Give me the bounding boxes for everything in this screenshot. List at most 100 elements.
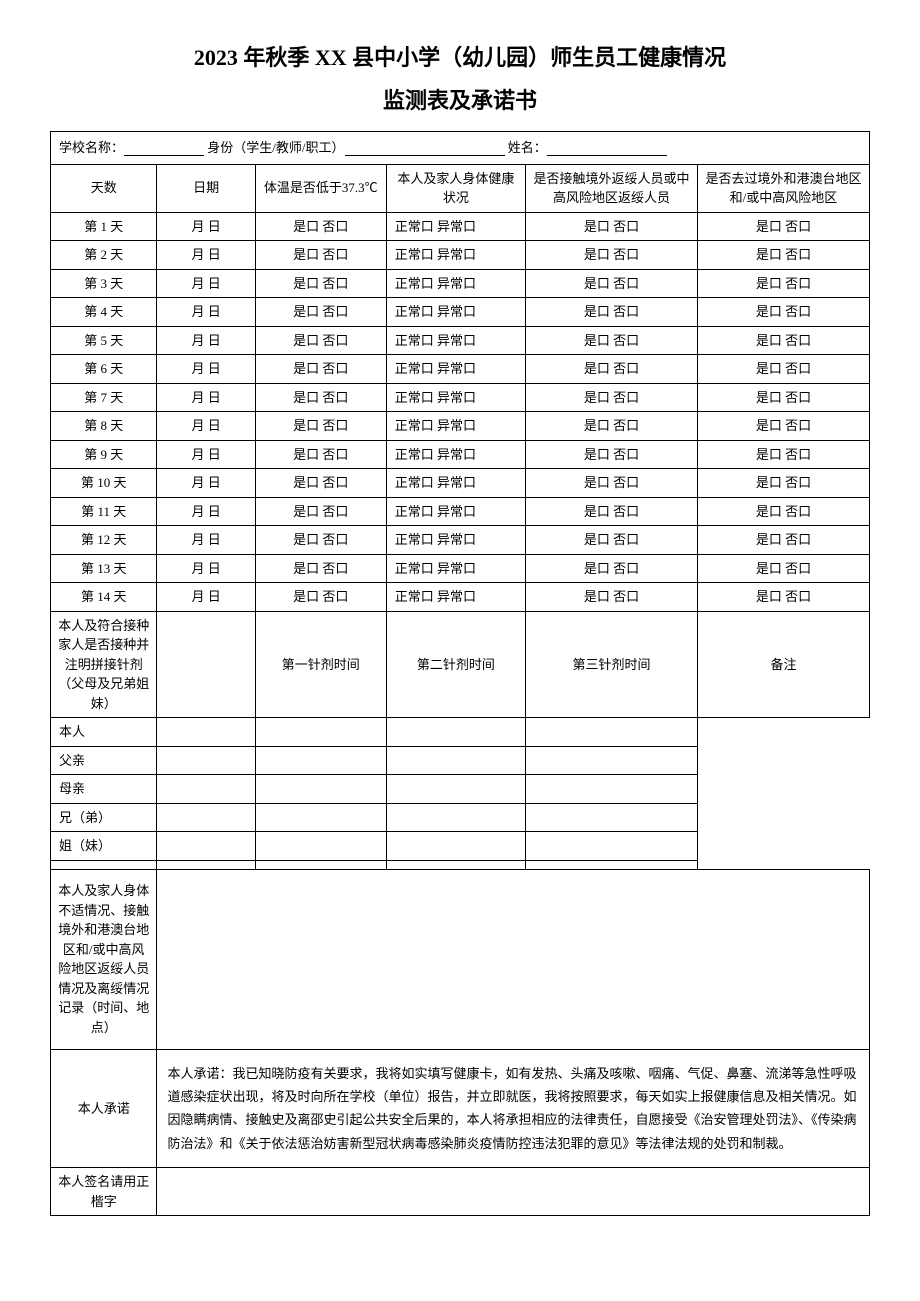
vaccine-cell[interactable]	[386, 775, 525, 804]
day-cell-date[interactable]: 月 日	[157, 526, 255, 555]
day-cell-temp[interactable]: 是口 否口	[255, 241, 386, 270]
day-cell-date[interactable]: 月 日	[157, 554, 255, 583]
day-cell-contact[interactable]: 是口 否口	[525, 212, 697, 241]
day-cell-travel[interactable]: 是口 否口	[697, 241, 869, 270]
day-cell-health[interactable]: 正常口 异常口	[386, 554, 525, 583]
vaccine-cell[interactable]	[386, 860, 525, 869]
vaccine-cell[interactable]	[525, 775, 697, 804]
day-cell-health[interactable]: 正常口 异常口	[386, 440, 525, 469]
day-cell-date[interactable]: 月 日	[157, 497, 255, 526]
vaccine-cell[interactable]	[157, 832, 255, 861]
day-cell-date[interactable]: 月 日	[157, 241, 255, 270]
day-cell-contact[interactable]: 是口 否口	[525, 241, 697, 270]
day-cell-temp[interactable]: 是口 否口	[255, 583, 386, 612]
vaccine-cell[interactable]	[157, 718, 255, 747]
day-cell-health[interactable]: 正常口 异常口	[386, 469, 525, 498]
day-cell-contact[interactable]: 是口 否口	[525, 526, 697, 555]
day-cell-travel[interactable]: 是口 否口	[697, 440, 869, 469]
day-cell-travel[interactable]: 是口 否口	[697, 326, 869, 355]
day-cell-date[interactable]: 月 日	[157, 412, 255, 441]
day-cell-health[interactable]: 正常口 异常口	[386, 497, 525, 526]
day-cell-travel[interactable]: 是口 否口	[697, 554, 869, 583]
day-cell-health[interactable]: 正常口 异常口	[386, 526, 525, 555]
day-cell-travel[interactable]: 是口 否口	[697, 412, 869, 441]
day-cell-temp[interactable]: 是口 否口	[255, 269, 386, 298]
day-cell-health[interactable]: 正常口 异常口	[386, 269, 525, 298]
day-cell-health[interactable]: 正常口 异常口	[386, 326, 525, 355]
day-cell-contact[interactable]: 是口 否口	[525, 298, 697, 327]
vaccine-cell[interactable]	[525, 860, 697, 869]
vaccine-cell[interactable]	[525, 746, 697, 775]
day-cell-contact[interactable]: 是口 否口	[525, 383, 697, 412]
vaccine-cell[interactable]	[157, 746, 255, 775]
day-cell-date[interactable]: 月 日	[157, 269, 255, 298]
day-cell-contact[interactable]: 是口 否口	[525, 554, 697, 583]
vaccine-cell[interactable]	[386, 832, 525, 861]
vaccine-cell[interactable]	[157, 860, 255, 869]
day-cell-contact[interactable]: 是口 否口	[525, 269, 697, 298]
day-cell-date[interactable]: 月 日	[157, 326, 255, 355]
day-cell-travel[interactable]: 是口 否口	[697, 583, 869, 612]
day-cell-contact[interactable]: 是口 否口	[525, 355, 697, 384]
school-name-field[interactable]	[124, 142, 204, 156]
day-cell-date[interactable]: 月 日	[157, 583, 255, 612]
day-cell-contact[interactable]: 是口 否口	[525, 326, 697, 355]
vaccine-cell[interactable]	[255, 803, 386, 832]
vaccine-cell[interactable]	[386, 746, 525, 775]
day-cell-date[interactable]: 月 日	[157, 355, 255, 384]
day-cell-contact[interactable]: 是口 否口	[525, 469, 697, 498]
vaccine-cell[interactable]	[255, 860, 386, 869]
day-cell-temp[interactable]: 是口 否口	[255, 383, 386, 412]
vaccine-cell[interactable]	[157, 775, 255, 804]
day-cell-health[interactable]: 正常口 异常口	[386, 241, 525, 270]
day-cell-travel[interactable]: 是口 否口	[697, 383, 869, 412]
day-cell-temp[interactable]: 是口 否口	[255, 212, 386, 241]
day-cell-date[interactable]: 月 日	[157, 298, 255, 327]
day-cell-temp[interactable]: 是口 否口	[255, 298, 386, 327]
day-cell-health[interactable]: 正常口 异常口	[386, 383, 525, 412]
day-cell-date[interactable]: 月 日	[157, 440, 255, 469]
day-cell-date[interactable]: 月 日	[157, 383, 255, 412]
day-cell-temp[interactable]: 是口 否口	[255, 440, 386, 469]
day-cell-temp[interactable]: 是口 否口	[255, 326, 386, 355]
day-cell-contact[interactable]: 是口 否口	[525, 412, 697, 441]
day-cell-travel[interactable]: 是口 否口	[697, 355, 869, 384]
day-cell-travel[interactable]: 是口 否口	[697, 469, 869, 498]
day-cell-contact[interactable]: 是口 否口	[525, 440, 697, 469]
day-cell-temp[interactable]: 是口 否口	[255, 554, 386, 583]
day-cell-contact[interactable]: 是口 否口	[525, 497, 697, 526]
name-field[interactable]	[547, 142, 667, 156]
vaccine-cell[interactable]	[255, 718, 386, 747]
commitment-text: 本人承诺：我已知晓防疫有关要求，我将如实填写健康卡，如有发热、头痛及咳嗽、咽痛、…	[157, 1049, 870, 1168]
vaccine-cell[interactable]	[157, 803, 255, 832]
vaccine-cell[interactable]	[525, 803, 697, 832]
day-cell-travel[interactable]: 是口 否口	[697, 497, 869, 526]
day-cell-travel[interactable]: 是口 否口	[697, 298, 869, 327]
day-cell-temp[interactable]: 是口 否口	[255, 497, 386, 526]
day-cell-health[interactable]: 正常口 异常口	[386, 412, 525, 441]
situation-field[interactable]	[157, 869, 870, 1049]
day-cell-travel[interactable]: 是口 否口	[697, 526, 869, 555]
signature-field[interactable]	[157, 1168, 870, 1216]
day-cell-travel[interactable]: 是口 否口	[697, 212, 869, 241]
vaccine-cell[interactable]	[386, 803, 525, 832]
day-cell-health[interactable]: 正常口 异常口	[386, 355, 525, 384]
day-cell-temp[interactable]: 是口 否口	[255, 412, 386, 441]
day-cell-contact[interactable]: 是口 否口	[525, 583, 697, 612]
day-cell-date[interactable]: 月 日	[157, 469, 255, 498]
vaccine-cell[interactable]	[525, 718, 697, 747]
day-cell-date[interactable]: 月 日	[157, 212, 255, 241]
day-cell-temp[interactable]: 是口 否口	[255, 469, 386, 498]
identity-field[interactable]	[345, 142, 505, 156]
day-cell-health[interactable]: 正常口 异常口	[386, 583, 525, 612]
vaccine-cell[interactable]	[255, 746, 386, 775]
day-cell-temp[interactable]: 是口 否口	[255, 526, 386, 555]
day-cell-travel[interactable]: 是口 否口	[697, 269, 869, 298]
vaccine-cell[interactable]	[255, 775, 386, 804]
vaccine-cell[interactable]	[386, 718, 525, 747]
day-cell-health[interactable]: 正常口 异常口	[386, 298, 525, 327]
vaccine-cell[interactable]	[525, 832, 697, 861]
day-cell-health[interactable]: 正常口 异常口	[386, 212, 525, 241]
vaccine-cell[interactable]	[255, 832, 386, 861]
day-cell-temp[interactable]: 是口 否口	[255, 355, 386, 384]
